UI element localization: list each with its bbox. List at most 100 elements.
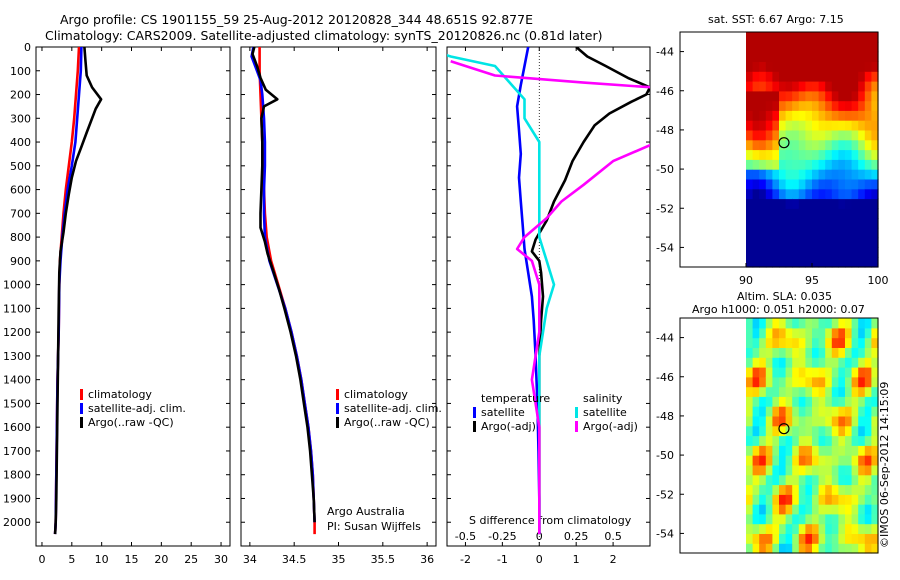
map-cell: [785, 51, 793, 62]
map-cell: [851, 494, 859, 505]
y-tick-label: 2000: [3, 516, 31, 529]
map-cell: [845, 110, 853, 121]
map-cell: [798, 494, 806, 505]
map-cell: [798, 504, 806, 515]
map-cell: [805, 406, 813, 417]
map-cell: [792, 51, 800, 62]
map-cell: [792, 347, 800, 358]
map-cell: [831, 533, 839, 544]
map-cell: [812, 367, 820, 378]
y-tick-label: 500: [10, 160, 31, 173]
map-cell: [746, 90, 754, 102]
map-cell: [851, 208, 859, 219]
map-cell: [759, 474, 767, 486]
map-cell: [812, 81, 820, 92]
map-cell: [845, 504, 853, 515]
map-cell: [812, 237, 820, 248]
map-cell: [845, 543, 853, 554]
map-cell: [746, 227, 754, 239]
map-cell: [871, 61, 879, 72]
map-cell: [785, 474, 793, 486]
map-cell: [812, 464, 820, 476]
map-cell: [752, 318, 760, 329]
map-cell: [785, 61, 793, 72]
map-cell: [798, 149, 806, 160]
map-cell: [871, 376, 879, 388]
map-cell: [864, 169, 872, 180]
map-cell: [825, 513, 833, 525]
map-cell: [818, 494, 826, 505]
x-tick-label: 5: [68, 553, 75, 566]
map-cell: [772, 188, 780, 200]
map-cell: [805, 415, 813, 427]
map-cell: [746, 257, 754, 268]
map-cell: [858, 32, 866, 43]
map-y-tick-label: -48: [656, 124, 674, 137]
map-cell: [772, 129, 780, 141]
map-cell: [812, 51, 820, 62]
map-cell: [798, 484, 806, 495]
map-cell: [765, 464, 773, 476]
map-cell: [805, 445, 813, 456]
map-cell: [812, 188, 820, 200]
map-cell: [792, 208, 800, 219]
map-cell: [798, 513, 806, 525]
map-cell: [871, 247, 879, 258]
map-cell: [858, 425, 866, 437]
map-cell: [798, 110, 806, 121]
map-cell: [845, 188, 853, 200]
map-cell: [825, 396, 833, 407]
map-cell: [765, 543, 773, 554]
map-cell: [818, 188, 826, 200]
map-cell: [759, 247, 767, 258]
map-cell: [851, 237, 859, 248]
map-cell: [759, 513, 767, 525]
map-cell: [864, 149, 872, 160]
map-cell: [858, 415, 866, 427]
map-cell: [805, 513, 813, 525]
map-cell: [805, 455, 813, 466]
map-cell: [798, 396, 806, 407]
map-cell: [812, 396, 820, 407]
map-cell: [779, 415, 787, 427]
map-cell: [759, 208, 767, 219]
map-cell: [864, 435, 872, 446]
map-cell: [831, 386, 839, 397]
float-position-marker: [778, 423, 790, 435]
map-cell: [845, 396, 853, 407]
map-y-tick-label: -52: [656, 488, 674, 501]
x-tick-label: -2: [460, 553, 471, 566]
map-cell: [864, 318, 872, 329]
map-cell: [785, 71, 793, 82]
map-cell: [851, 367, 859, 378]
panel-frame: [446, 46, 651, 547]
y-tick-label: 200: [10, 89, 31, 102]
map-cell: [752, 494, 760, 505]
map-cell: [818, 110, 826, 121]
map-cell: [752, 90, 760, 102]
map-cell: [831, 464, 839, 476]
map-cell: [772, 257, 780, 268]
map-cell: [864, 445, 872, 456]
map-cell: [772, 494, 780, 505]
map-cell: [765, 494, 773, 505]
map-cell: [812, 198, 820, 209]
map-cell: [792, 464, 800, 476]
y-tick-label: 1700: [3, 445, 31, 458]
map-cell: [812, 32, 820, 43]
map-cell: [831, 41, 839, 53]
y-tick-label: 800: [10, 231, 31, 244]
map-cell: [798, 318, 806, 329]
map-cell: [746, 367, 754, 378]
map-cell: [858, 120, 866, 131]
map-cell: [772, 61, 780, 72]
map-cell: [825, 367, 833, 378]
map-cell: [864, 504, 872, 515]
legend-swatch: [473, 421, 476, 432]
map-cell: [746, 318, 754, 329]
map-cell: [792, 32, 800, 43]
map-cell: [825, 110, 833, 121]
map-cell: [746, 149, 754, 160]
map-cell: [812, 523, 820, 534]
map-cell: [818, 139, 826, 151]
